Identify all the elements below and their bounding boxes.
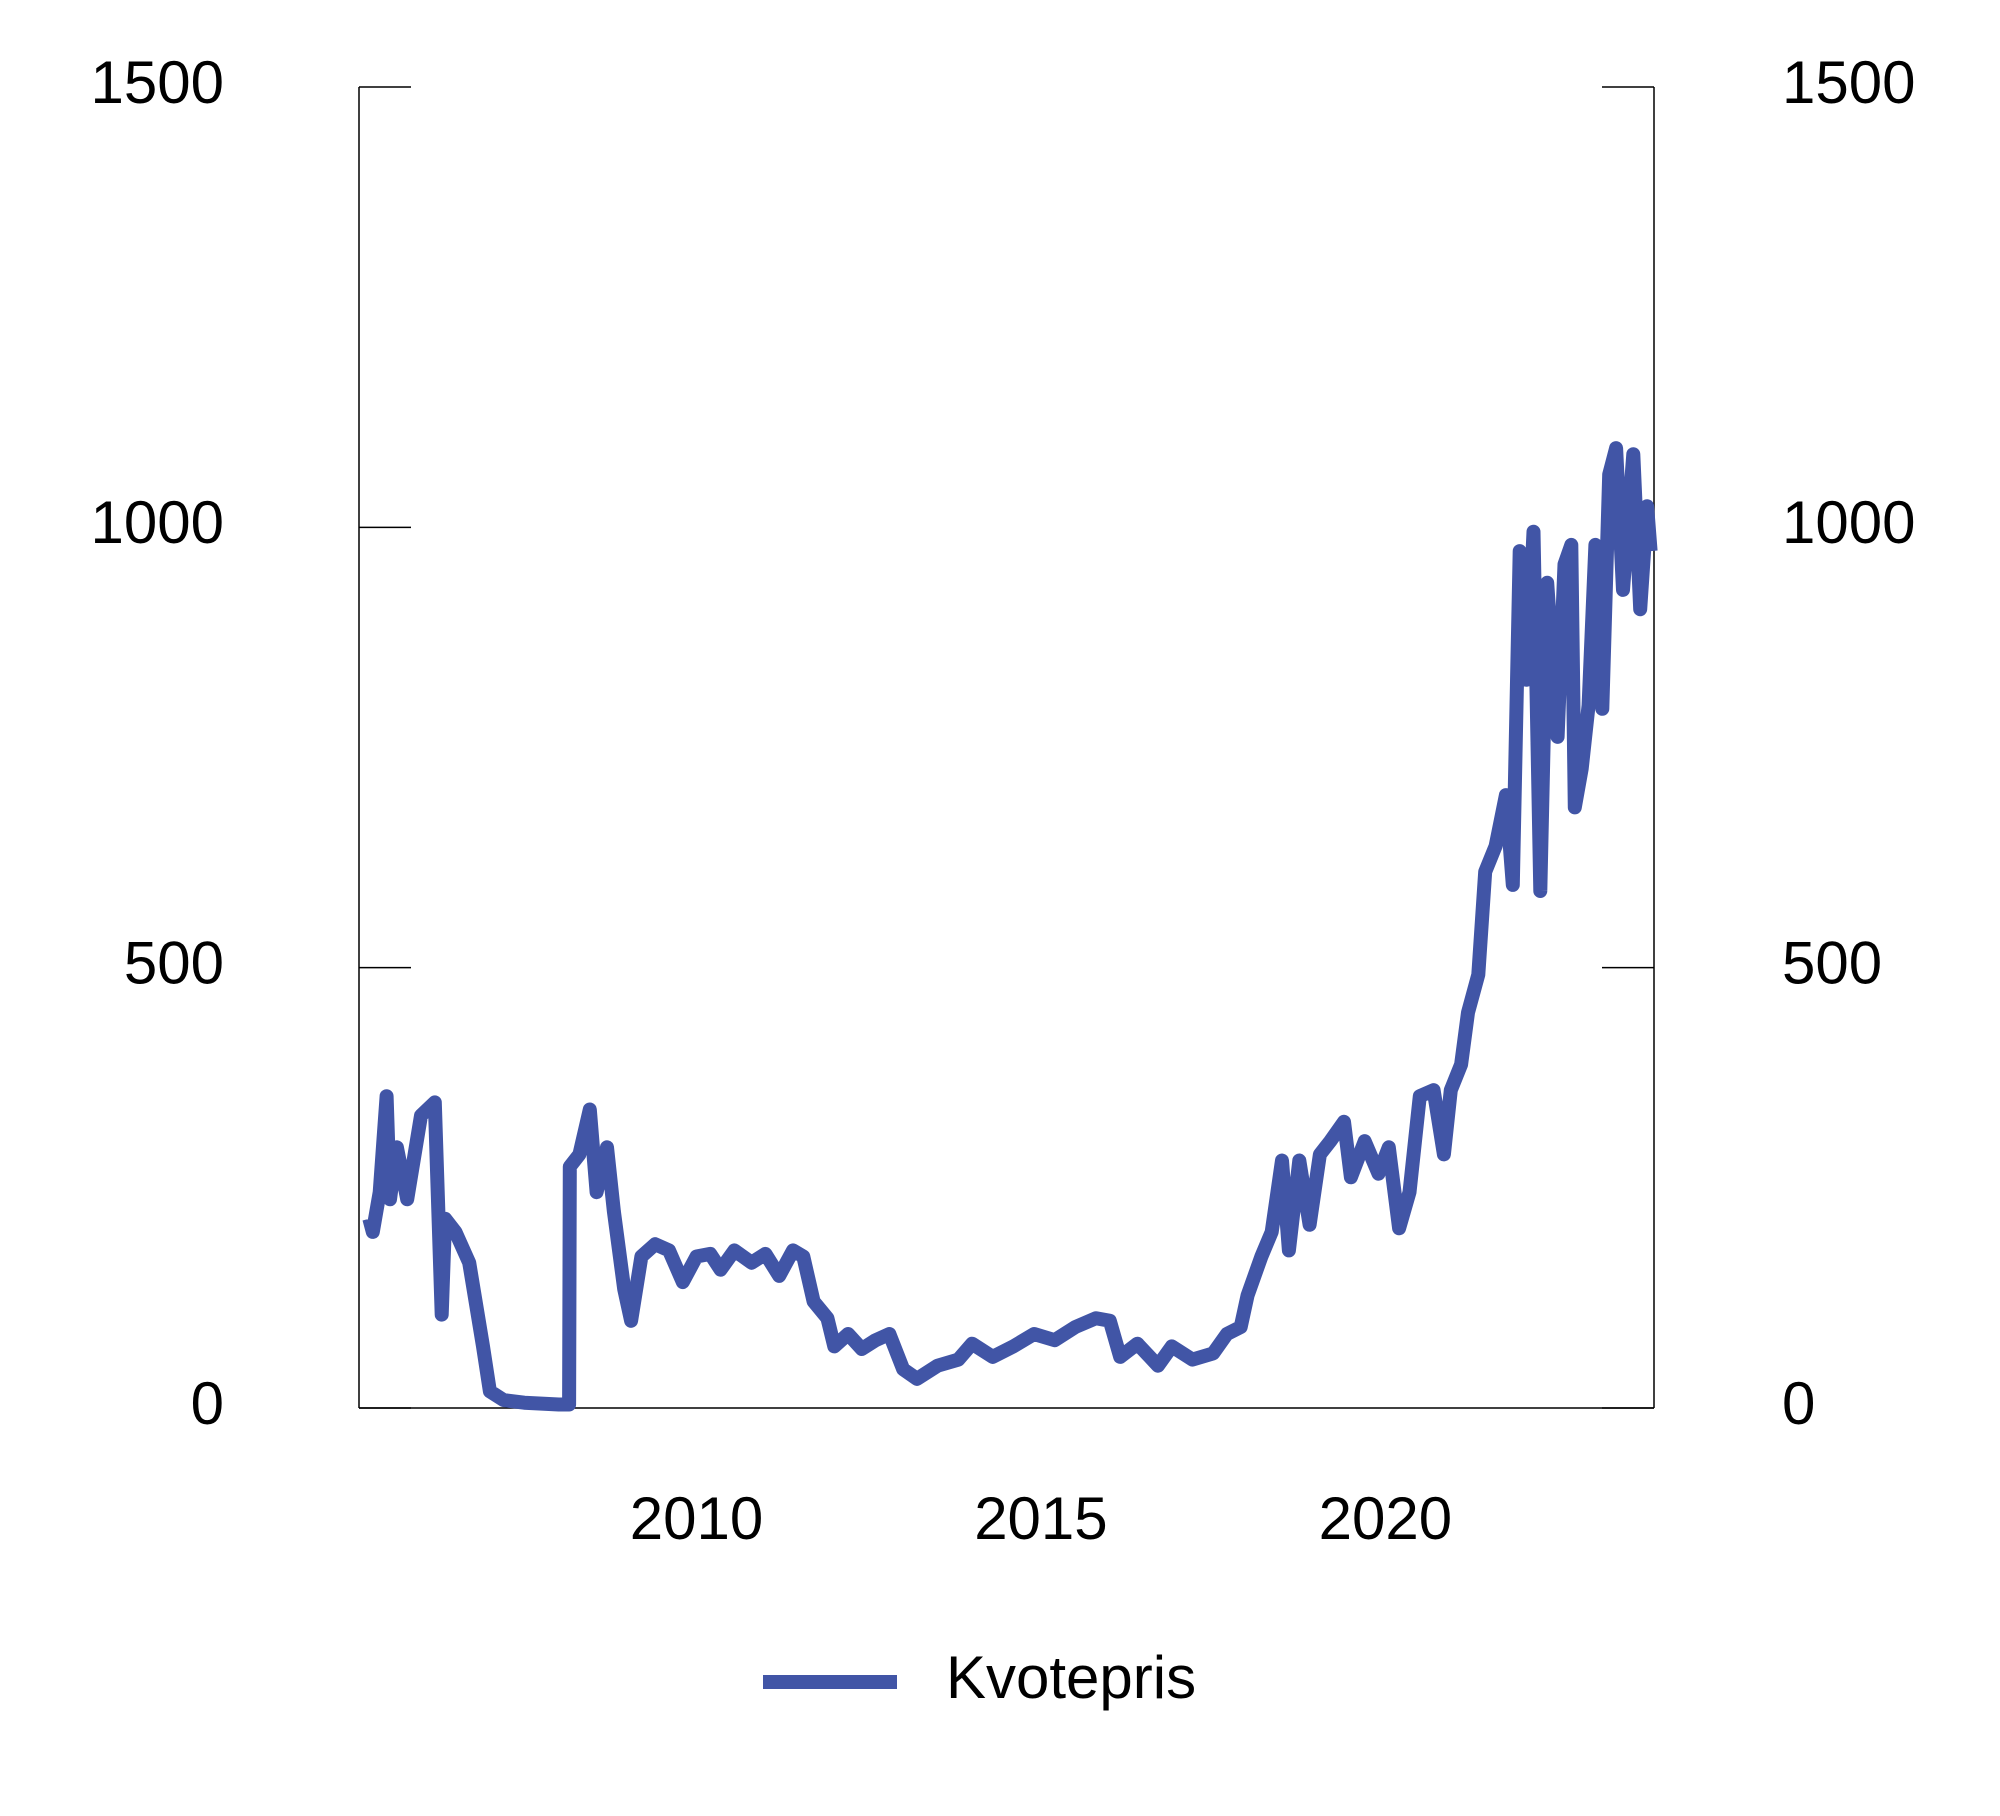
y2-tick-label: 0 — [1782, 1370, 1815, 1437]
x-tick-label: 2020 — [1319, 1485, 1452, 1552]
y2-tick-label: 500 — [1782, 930, 1882, 997]
y-tick-label: 1000 — [91, 489, 224, 556]
y2-tick-label: 1500 — [1782, 49, 1915, 116]
y-tick-label: 1500 — [91, 49, 224, 116]
y-tick-label: 500 — [124, 930, 224, 997]
y-tick-label: 0 — [191, 1370, 224, 1437]
data-line — [362, 441, 1658, 1412]
x-tick-label: 2010 — [630, 1485, 763, 1552]
x-tick-label: 2015 — [974, 1485, 1107, 1552]
y2-tick-label: 1000 — [1782, 489, 1915, 556]
legend-label: Kvotepris — [946, 1644, 1196, 1711]
